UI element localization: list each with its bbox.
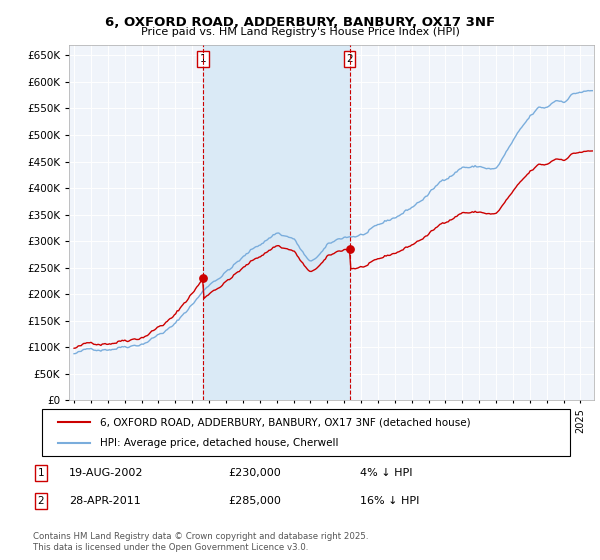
- Text: 16% ↓ HPI: 16% ↓ HPI: [360, 496, 419, 506]
- Text: 1: 1: [200, 54, 206, 64]
- FancyBboxPatch shape: [42, 409, 570, 456]
- Point: [345, 245, 355, 254]
- Bar: [203, 45, 350, 400]
- Text: HPI: Average price, detached house, Cherwell: HPI: Average price, detached house, Cher…: [100, 438, 338, 448]
- Text: £230,000: £230,000: [228, 468, 281, 478]
- Text: 2: 2: [346, 54, 353, 64]
- Text: 6, OXFORD ROAD, ADDERBURY, BANBURY, OX17 3NF (detached house): 6, OXFORD ROAD, ADDERBURY, BANBURY, OX17…: [100, 417, 471, 427]
- Text: 6, OXFORD ROAD, ADDERBURY, BANBURY, OX17 3NF: 6, OXFORD ROAD, ADDERBURY, BANBURY, OX17…: [105, 16, 495, 29]
- Text: £285,000: £285,000: [228, 496, 281, 506]
- Text: 1: 1: [37, 468, 44, 478]
- Text: Price paid vs. HM Land Registry's House Price Index (HPI): Price paid vs. HM Land Registry's House …: [140, 27, 460, 37]
- Text: 28-APR-2011: 28-APR-2011: [69, 496, 141, 506]
- Text: 4% ↓ HPI: 4% ↓ HPI: [360, 468, 413, 478]
- Text: Contains HM Land Registry data © Crown copyright and database right 2025.
This d: Contains HM Land Registry data © Crown c…: [33, 532, 368, 552]
- Text: 2: 2: [37, 496, 44, 506]
- Point: [198, 274, 208, 283]
- Text: 19-AUG-2002: 19-AUG-2002: [69, 468, 143, 478]
